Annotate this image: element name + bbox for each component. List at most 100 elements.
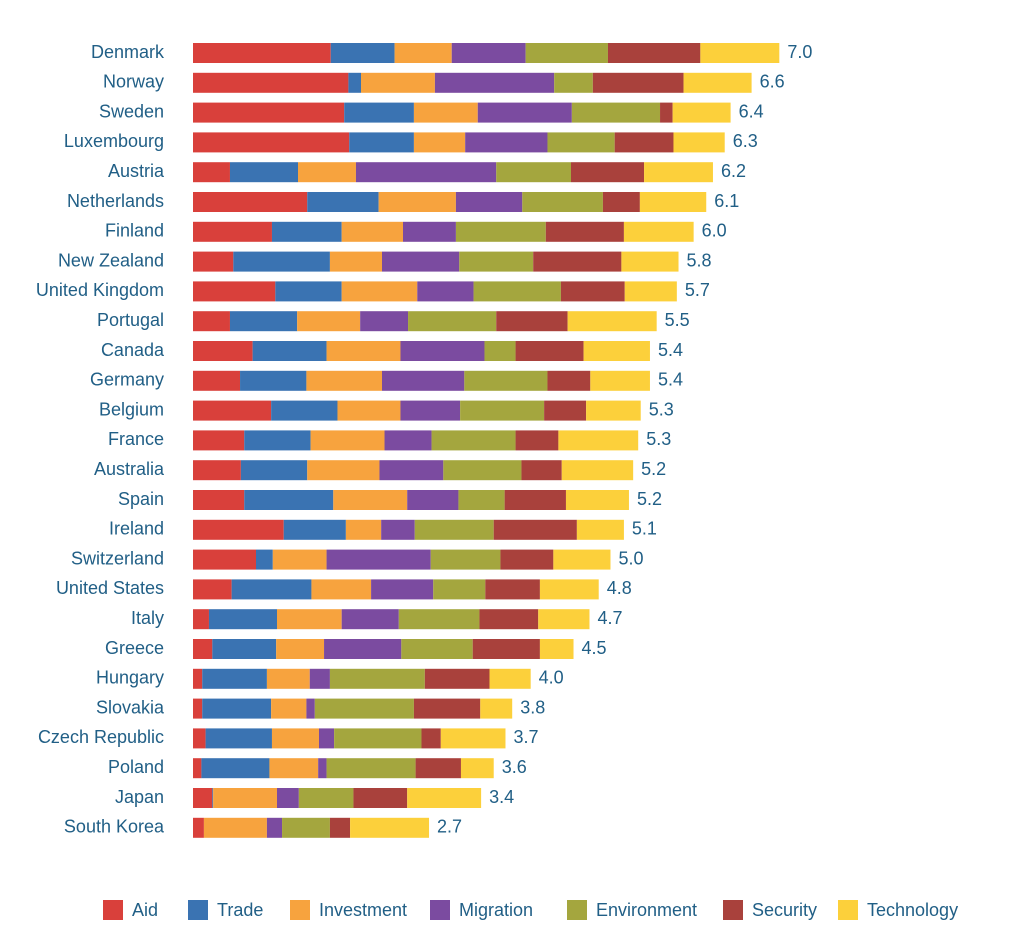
bar-segment	[539, 639, 574, 659]
category-label: Denmark	[91, 42, 165, 62]
legend-label: Aid	[132, 900, 158, 920]
total-label: 5.3	[649, 399, 674, 419]
bar-segment	[203, 817, 267, 838]
bar-segment	[306, 370, 382, 391]
bar-segment	[202, 698, 272, 719]
bar-segment	[193, 370, 241, 391]
total-label: 3.4	[489, 787, 514, 807]
total-label: 3.8	[520, 697, 545, 717]
bar-segment	[193, 162, 230, 183]
bar-segment	[252, 341, 327, 361]
category-label: Norway	[103, 72, 164, 92]
total-label: 6.0	[702, 221, 727, 241]
bar-segment	[193, 311, 230, 332]
bar-segment	[496, 162, 571, 183]
bar-segment	[348, 72, 361, 93]
bar-segment	[539, 579, 599, 600]
bar-segment	[341, 609, 399, 630]
bar-segment	[193, 728, 206, 749]
bar-segment	[592, 72, 684, 93]
bar-segment	[240, 460, 308, 481]
bar-segment	[329, 817, 351, 838]
category-label: Australia	[94, 459, 165, 479]
bar-segment	[193, 609, 209, 630]
bar-segment	[283, 519, 346, 540]
bar-segment	[193, 341, 253, 361]
bar-segment	[229, 311, 298, 332]
bar-segment	[282, 817, 330, 838]
bar-segment	[334, 728, 422, 749]
bar-segment	[193, 490, 245, 510]
total-label: 3.7	[513, 727, 538, 747]
bar-segment	[403, 221, 456, 242]
category-label: Greece	[105, 638, 164, 658]
bar-segment	[553, 549, 611, 570]
bar-segment	[567, 311, 657, 332]
bar-segment	[193, 668, 203, 689]
bar-segment	[208, 609, 277, 630]
bar-segment	[382, 370, 465, 391]
bar-segment	[533, 251, 622, 272]
category-label: Hungary	[96, 668, 164, 688]
bar-segment	[349, 132, 414, 153]
bar-segment	[256, 549, 273, 570]
bar-segment	[673, 132, 725, 153]
bar-segment	[341, 221, 403, 242]
legend-label: Investment	[319, 900, 407, 920]
bar-segment	[683, 72, 752, 93]
bar-segment	[394, 43, 452, 63]
bar-segment	[515, 430, 559, 451]
bar-segment	[319, 728, 335, 749]
total-label: 5.2	[637, 489, 662, 509]
total-label: 5.5	[665, 310, 690, 330]
bar-segment	[193, 549, 256, 570]
bar-segment	[522, 192, 603, 212]
bar-segment	[408, 311, 497, 332]
category-label: Czech Republic	[38, 727, 164, 747]
category-label: Switzerland	[71, 548, 164, 568]
bar-segment	[330, 43, 395, 63]
bar-segment	[560, 281, 625, 302]
bar-segment	[538, 609, 590, 630]
bar-segment	[460, 400, 545, 421]
total-label: 4.5	[582, 638, 607, 658]
bar-segment	[345, 519, 382, 540]
legend-label: Technology	[867, 900, 958, 920]
bar-segment	[455, 192, 523, 212]
bar-segment	[431, 430, 516, 451]
bar-segment	[193, 698, 203, 719]
category-label: Spain	[118, 489, 164, 509]
bar-segment	[621, 251, 679, 272]
bar-segment	[314, 698, 414, 719]
category-label: Portugal	[97, 310, 164, 330]
bar-segment	[455, 221, 546, 242]
bar-segment	[451, 43, 526, 63]
bar-segment	[586, 400, 641, 421]
bar-segment	[310, 430, 385, 451]
bar-segment	[440, 728, 506, 749]
bar-segment	[504, 490, 566, 510]
bar-segment	[193, 579, 232, 600]
bar-segment	[700, 43, 780, 63]
bar-segment	[266, 817, 283, 838]
bar-segment	[326, 549, 431, 570]
category-label: Sweden	[99, 101, 164, 121]
bar-segment	[266, 668, 310, 689]
total-label: 2.7	[437, 817, 462, 837]
bar-segment	[201, 758, 270, 779]
total-label: 5.7	[685, 280, 710, 300]
bar-segment	[324, 639, 402, 659]
bar-segment	[464, 370, 548, 391]
bar-segment	[311, 579, 372, 600]
category-label: Slovakia	[96, 697, 165, 717]
total-label: 5.3	[646, 429, 671, 449]
bar-segment	[576, 519, 624, 540]
bar-segment	[344, 102, 414, 123]
bar-segment	[297, 311, 361, 332]
bar-segment	[515, 341, 584, 361]
bar-segment	[275, 281, 342, 302]
total-label: 5.4	[658, 370, 683, 390]
bar-segment	[361, 72, 435, 93]
total-label: 5.4	[658, 340, 683, 360]
bar-segment	[333, 490, 408, 510]
